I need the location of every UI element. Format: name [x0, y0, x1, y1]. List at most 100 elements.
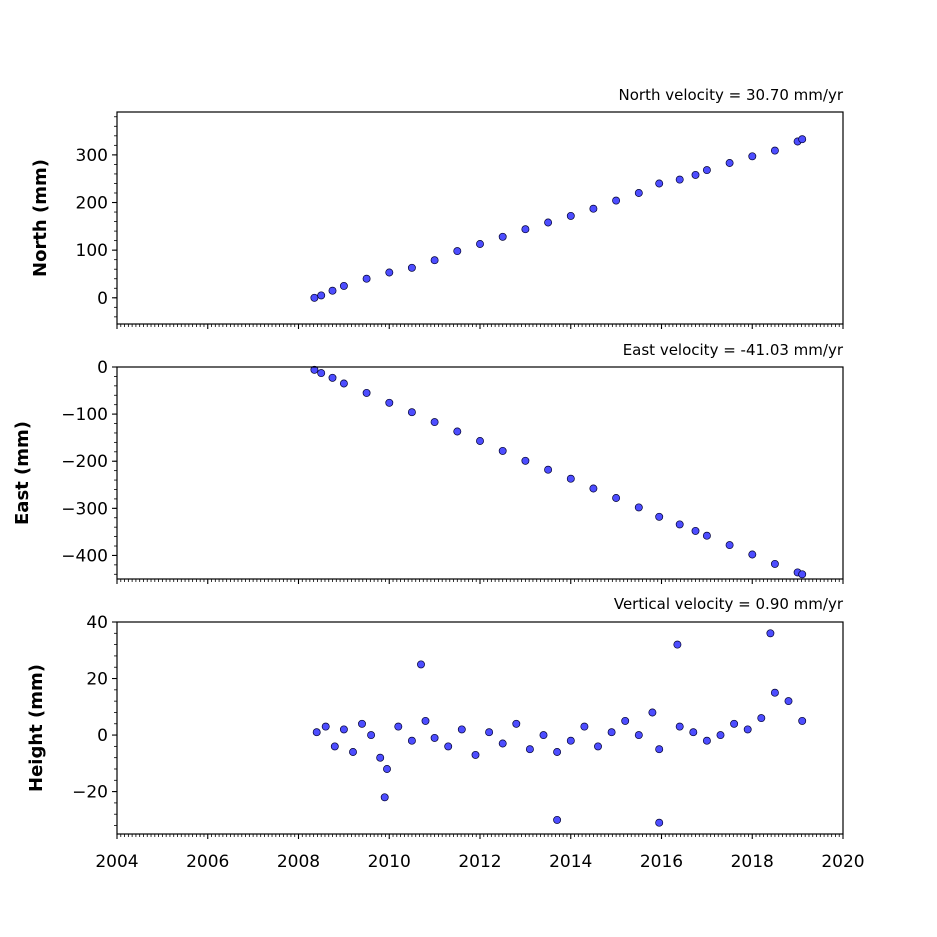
data-point — [525, 745, 534, 754]
y-tick-label: 20 — [86, 670, 108, 690]
data-point — [328, 286, 337, 295]
x-tick-label: 2014 — [549, 852, 592, 872]
data-point — [476, 437, 484, 445]
data-point — [310, 293, 319, 302]
data-point — [748, 550, 757, 559]
data-point — [689, 728, 698, 737]
north-velocity-title: North velocity = 30.70 mm/yr — [619, 86, 844, 104]
y-tick-label: 300 — [76, 146, 108, 166]
data-point — [383, 765, 391, 773]
data-point — [675, 175, 684, 184]
data-point — [566, 736, 575, 745]
x-tick-label: 2004 — [95, 852, 138, 872]
data-point — [471, 750, 480, 759]
data-point — [612, 494, 621, 502]
y-tick-label: 200 — [76, 194, 108, 214]
data-point — [485, 728, 494, 737]
data-point — [748, 152, 757, 161]
data-point — [702, 166, 711, 175]
y-tick-label: −20 — [72, 783, 108, 803]
data-point — [430, 418, 439, 427]
data-point — [580, 722, 589, 731]
data-point — [544, 465, 553, 474]
data-point — [498, 446, 507, 455]
y-tick-label: −300 — [61, 499, 108, 519]
data-point — [770, 688, 779, 697]
data-point — [702, 736, 711, 745]
x-tick-label: 2016 — [640, 852, 683, 872]
y-tick-label: −400 — [61, 546, 108, 566]
north-axis-label: North (mm) — [30, 159, 51, 277]
data-point — [798, 716, 807, 725]
data-point — [716, 731, 725, 740]
east-axis-label: East (mm) — [12, 421, 33, 525]
data-point — [430, 733, 439, 742]
vertical-velocity-title: Vertical velocity = 0.90 mm/yr — [614, 595, 844, 613]
height-axis-label: Height (mm) — [26, 664, 47, 792]
axes-frame — [116, 111, 844, 325]
data-point — [730, 719, 739, 728]
x-tick-label: 2006 — [186, 852, 229, 872]
data-point — [770, 559, 779, 568]
data-point — [394, 722, 403, 731]
data-point — [521, 456, 530, 465]
data-point — [766, 629, 775, 638]
data-point — [553, 815, 562, 824]
data-point — [367, 731, 376, 740]
data-point — [385, 398, 394, 407]
data-point — [544, 218, 553, 227]
data-point — [743, 725, 752, 734]
data-point — [691, 526, 700, 535]
data-point — [675, 722, 684, 731]
data-point — [430, 256, 439, 265]
data-point — [655, 818, 664, 827]
data-point — [553, 748, 562, 756]
data-point — [784, 697, 793, 706]
east-velocity-title: East velocity = -41.03 mm/yr — [623, 341, 844, 359]
data-point — [539, 731, 548, 740]
data-point — [312, 728, 321, 737]
data-point — [498, 739, 507, 748]
data-point — [417, 660, 425, 669]
data-point — [358, 719, 366, 728]
x-tick-label: 2020 — [821, 852, 864, 872]
x-tick-label: 2010 — [368, 852, 411, 872]
x-tick-label: 2012 — [458, 852, 501, 872]
data-point — [725, 541, 734, 550]
data-point — [321, 722, 330, 731]
y-tick-label: −100 — [61, 405, 108, 425]
height-panel: 40 20 0 −20 2004 2006 2008 2010 2012 2014 2016 2018… — [72, 613, 865, 872]
data-point — [512, 719, 521, 728]
data-point — [380, 793, 389, 802]
data-point — [634, 189, 643, 197]
data-point — [339, 725, 348, 734]
data-point — [691, 170, 700, 179]
data-point — [457, 725, 466, 734]
data-point — [349, 748, 357, 756]
data-point — [757, 714, 766, 723]
data-point — [317, 369, 326, 378]
data-point — [330, 742, 339, 751]
data-point — [594, 742, 602, 751]
data-point — [317, 291, 326, 300]
data-point — [634, 503, 643, 512]
data-point — [498, 232, 507, 241]
axes-frame — [116, 621, 844, 835]
data-point — [339, 379, 348, 388]
data-point — [453, 427, 462, 436]
data-point — [376, 753, 385, 762]
y-tick-label: 0 — [97, 289, 108, 309]
data-point — [476, 240, 484, 248]
data-point — [655, 512, 664, 521]
data-point — [675, 520, 684, 529]
data-point — [607, 728, 616, 737]
data-point — [798, 135, 807, 144]
data-point — [362, 388, 371, 397]
data-point — [612, 196, 621, 205]
x-tick-label: 2008 — [277, 852, 320, 872]
y-tick-label: −200 — [61, 452, 108, 472]
y-tick-label: 40 — [86, 613, 108, 633]
data-point — [702, 531, 711, 540]
data-point — [798, 570, 807, 579]
data-point — [407, 263, 416, 272]
